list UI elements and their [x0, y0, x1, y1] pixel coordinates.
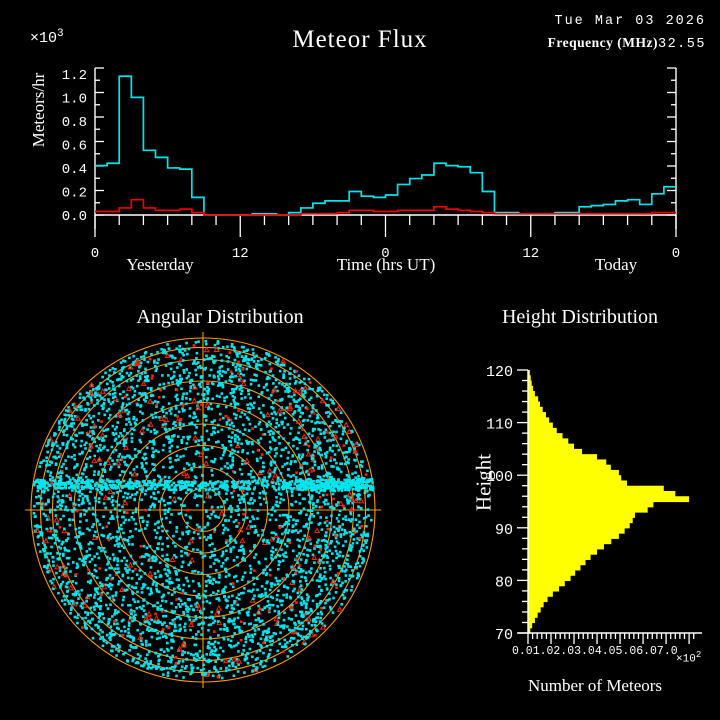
frequency-readout: Frequency (MHz)32.55 — [548, 35, 706, 52]
height-x-caption: Number of Meteors — [527, 676, 663, 695]
svg-text:1.0: 1.0 — [62, 91, 87, 107]
height-exp-power: 2 — [695, 650, 702, 660]
svg-text:0: 0 — [672, 246, 680, 262]
height-x-tick-labels: 0.01.02.03.04.05.06.07.0 — [512, 645, 678, 658]
date-stamp: Tue Mar 03 2026 — [554, 14, 706, 29]
flux-exp-mantissa: ×10 — [30, 30, 58, 47]
svg-text:1.2: 1.2 — [62, 68, 87, 84]
frequency-label: Frequency (MHz) — [547, 35, 658, 50]
height-x-exponent: ×102 — [676, 650, 701, 666]
page-title: Meteor Flux — [292, 26, 428, 53]
flux-y-exponent: ×103 — [30, 28, 64, 47]
svg-text:70: 70 — [495, 627, 513, 644]
flux-exp-power: 3 — [57, 28, 64, 40]
svg-text:110: 110 — [486, 417, 513, 434]
height-distribution-chart: 70 80 90 100 110 120 — [486, 364, 702, 644]
svg-text:80: 80 — [495, 574, 513, 591]
frequency-value: 32.55 — [657, 37, 706, 52]
angular-distribution-title: Angular Distribution — [136, 306, 304, 328]
svg-text:120: 120 — [486, 364, 513, 381]
svg-text:0: 0 — [91, 246, 99, 262]
svg-text:0.6: 0.6 — [62, 138, 87, 154]
flux-x-caption-time: Time (hrs UT) — [336, 255, 436, 274]
height-exp-mantissa: ×10 — [676, 653, 696, 666]
meteor-flux-chart: 0.0 0.2 0.4 0.6 0.8 1.0 1.2 0 12 0 12 0 — [62, 67, 680, 262]
svg-text:90: 90 — [495, 522, 513, 539]
flux-x-caption-yesterday: Yesterday — [126, 255, 194, 274]
svg-text:12: 12 — [522, 246, 539, 262]
height-distribution-title: Height Distribution — [501, 306, 659, 328]
angular-distribution-plot — [25, 332, 381, 688]
flux-x-caption-today: Today — [594, 255, 638, 274]
svg-text:0.8: 0.8 — [62, 115, 87, 131]
svg-text:0.4: 0.4 — [62, 162, 87, 178]
svg-text:12: 12 — [232, 246, 249, 262]
svg-text:0.0: 0.0 — [62, 209, 87, 225]
svg-text:100: 100 — [486, 469, 513, 486]
svg-text:0.2: 0.2 — [62, 185, 87, 201]
svg-text:0: 0 — [381, 246, 389, 262]
